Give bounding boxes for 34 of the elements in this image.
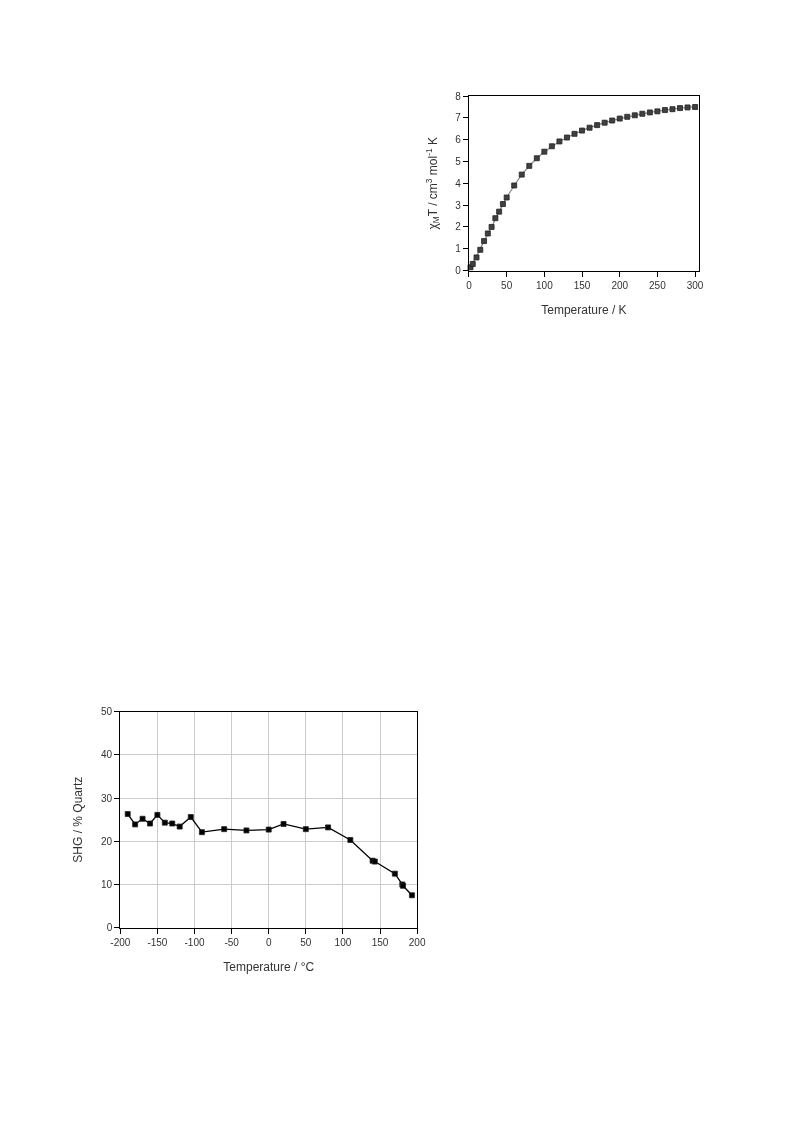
x-tick-label: 200 bbox=[611, 279, 629, 291]
x-tick-label: -200 bbox=[110, 936, 131, 948]
y-axis-title: SHG / % Quartz bbox=[71, 776, 86, 863]
x-tick-label: -50 bbox=[224, 936, 240, 948]
x-tick-label: 300 bbox=[686, 279, 704, 291]
x-axis-title: Temperature / K bbox=[541, 302, 627, 317]
x-tick-label: 150 bbox=[573, 279, 591, 291]
x-tick-label: 50 bbox=[300, 936, 312, 948]
y-tick-label: 4 bbox=[455, 177, 462, 189]
x-tick-label: -150 bbox=[147, 936, 168, 948]
x-tick-label: 0 bbox=[265, 936, 272, 948]
y-tick-label: 1 bbox=[455, 243, 462, 255]
x-tick-label: 150 bbox=[371, 936, 389, 948]
y-tick-label: 2 bbox=[455, 221, 462, 233]
x-tick-label: 250 bbox=[649, 279, 667, 291]
y-tick-label: 50 bbox=[101, 706, 113, 718]
y-tick-label: 7 bbox=[455, 112, 462, 124]
y-tick-label: 0 bbox=[455, 265, 462, 277]
x-tick-label: 100 bbox=[536, 279, 554, 291]
x-tick-label: 50 bbox=[501, 279, 513, 291]
x-tick-label: 100 bbox=[334, 936, 352, 948]
y-tick-label: 5 bbox=[455, 156, 462, 168]
y-tick-label: 6 bbox=[455, 134, 462, 146]
y-tick-label: 10 bbox=[101, 878, 113, 890]
x-tick-label: 0 bbox=[466, 279, 473, 291]
x-axis-title: Temperature / °C bbox=[223, 959, 315, 974]
y-tick-label: 30 bbox=[101, 792, 113, 804]
x-tick-label: 200 bbox=[408, 936, 426, 948]
y-tick-label: 8 bbox=[455, 90, 462, 102]
y-tick-label: 20 bbox=[101, 835, 113, 847]
x-tick-label: -100 bbox=[184, 936, 205, 948]
y-tick-label: 0 bbox=[106, 922, 113, 934]
y-tick-label: 3 bbox=[455, 199, 462, 211]
y-tick-label: 40 bbox=[101, 749, 113, 761]
